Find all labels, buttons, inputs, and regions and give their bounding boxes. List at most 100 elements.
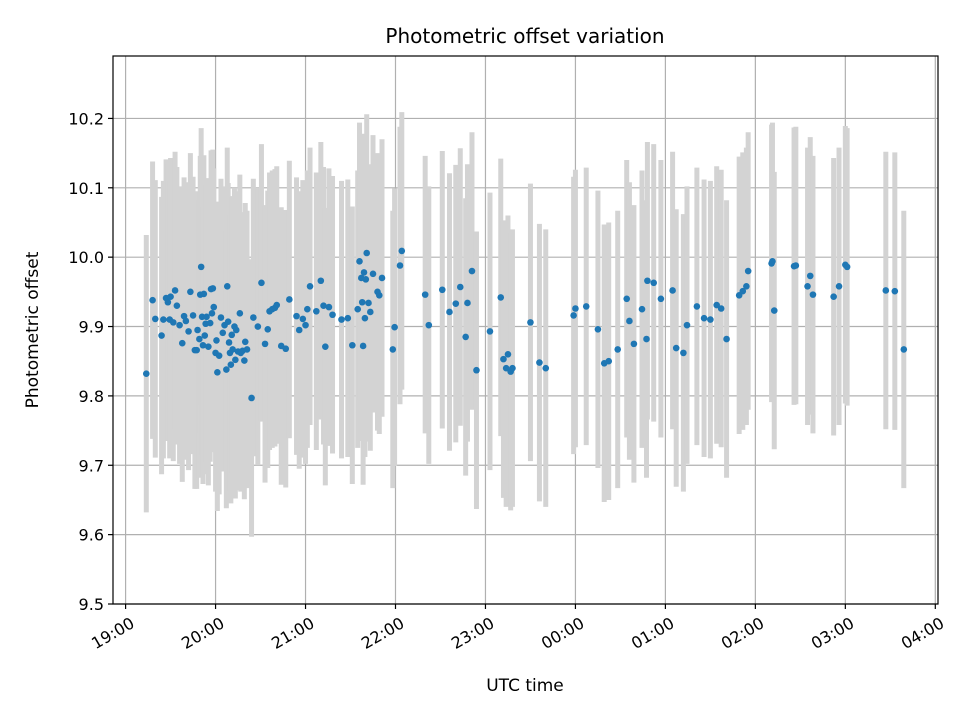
data-point [650, 279, 658, 287]
data-point [295, 326, 303, 334]
data-point [293, 312, 300, 320]
data-point [229, 346, 236, 353]
data-point [713, 301, 720, 309]
data-point [208, 310, 216, 317]
data-point [504, 350, 512, 358]
y-tick-label: 10.2 [68, 109, 104, 128]
data-point [329, 311, 336, 319]
data-point [197, 263, 205, 271]
data-point [446, 308, 453, 316]
data-point [605, 357, 613, 365]
data-point [171, 287, 179, 294]
data-point [299, 315, 307, 323]
data-point [254, 323, 262, 330]
data-point [178, 339, 186, 347]
data-point [594, 326, 602, 333]
data-point [421, 291, 429, 298]
data-point [369, 270, 377, 278]
data-point [227, 361, 235, 368]
data-point [325, 303, 333, 311]
data-point [500, 355, 507, 363]
data-point [693, 303, 701, 310]
data-point [322, 343, 329, 350]
data-point [700, 314, 708, 322]
data-point [717, 305, 725, 312]
data-point [570, 312, 577, 319]
data-point [806, 272, 814, 280]
data-point [215, 352, 223, 359]
data-point [743, 282, 750, 290]
data-point [209, 285, 217, 292]
data-point [317, 277, 325, 285]
data-point [320, 302, 327, 310]
data-point [398, 247, 406, 255]
data-point [282, 345, 290, 353]
data-point [232, 326, 240, 334]
y-tick-label: 9.7 [79, 456, 104, 475]
data-point [160, 316, 167, 323]
data-point [349, 341, 356, 349]
data-point [358, 298, 366, 306]
data-point [502, 364, 510, 372]
data-point [354, 305, 362, 313]
data-point [286, 296, 293, 303]
data-point [680, 349, 687, 357]
data-point [224, 318, 232, 325]
data-point [365, 299, 372, 307]
data-point [464, 299, 471, 307]
data-point [248, 394, 255, 402]
data-point [391, 323, 398, 331]
data-point [396, 262, 404, 269]
data-point [723, 335, 730, 343]
data-point [830, 293, 837, 301]
data-point [891, 287, 899, 295]
y-axis-label: Photometric offset [23, 251, 43, 408]
data-point [213, 337, 220, 344]
data-point [638, 305, 646, 313]
data-point [169, 319, 177, 326]
data-point [338, 316, 345, 323]
data-point [219, 329, 227, 337]
data-point [744, 267, 752, 275]
data-point [473, 366, 480, 374]
data-point [843, 263, 851, 271]
data-point [164, 298, 172, 306]
data-point [468, 267, 476, 275]
data-point [644, 277, 651, 285]
data-point [672, 344, 680, 352]
plot-frame [112, 55, 939, 605]
data-point [142, 370, 150, 378]
data-point [243, 346, 251, 353]
data-point [900, 346, 908, 353]
data-point [359, 342, 367, 350]
data-point [378, 274, 386, 282]
data-point [770, 307, 778, 314]
data-point [356, 258, 363, 265]
data-point [452, 300, 460, 307]
x-axis-label: UTC time [486, 676, 564, 696]
data-point [210, 303, 218, 311]
data-point [193, 346, 200, 354]
data-point [623, 295, 631, 303]
data-point [151, 315, 159, 323]
data-point [264, 326, 272, 333]
data-point [792, 262, 800, 269]
data-point [739, 287, 747, 295]
data-point [669, 287, 676, 294]
data-point [200, 290, 208, 298]
y-tick-label: 9.5 [79, 595, 104, 614]
data-point [804, 282, 811, 290]
data-point [657, 295, 665, 303]
data-point [536, 359, 543, 366]
data-point [223, 282, 231, 290]
data-point [809, 291, 817, 298]
data-point [273, 301, 281, 309]
data-point [225, 339, 233, 346]
data-point [707, 316, 714, 323]
data-point [217, 314, 225, 321]
data-point [389, 346, 397, 353]
data-point [367, 308, 374, 316]
data-point [376, 292, 383, 299]
data-point [250, 314, 257, 321]
